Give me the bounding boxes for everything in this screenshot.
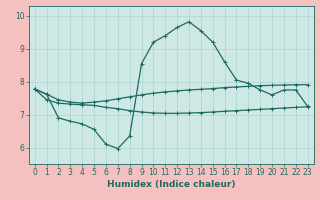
X-axis label: Humidex (Indice chaleur): Humidex (Indice chaleur) <box>107 180 236 189</box>
